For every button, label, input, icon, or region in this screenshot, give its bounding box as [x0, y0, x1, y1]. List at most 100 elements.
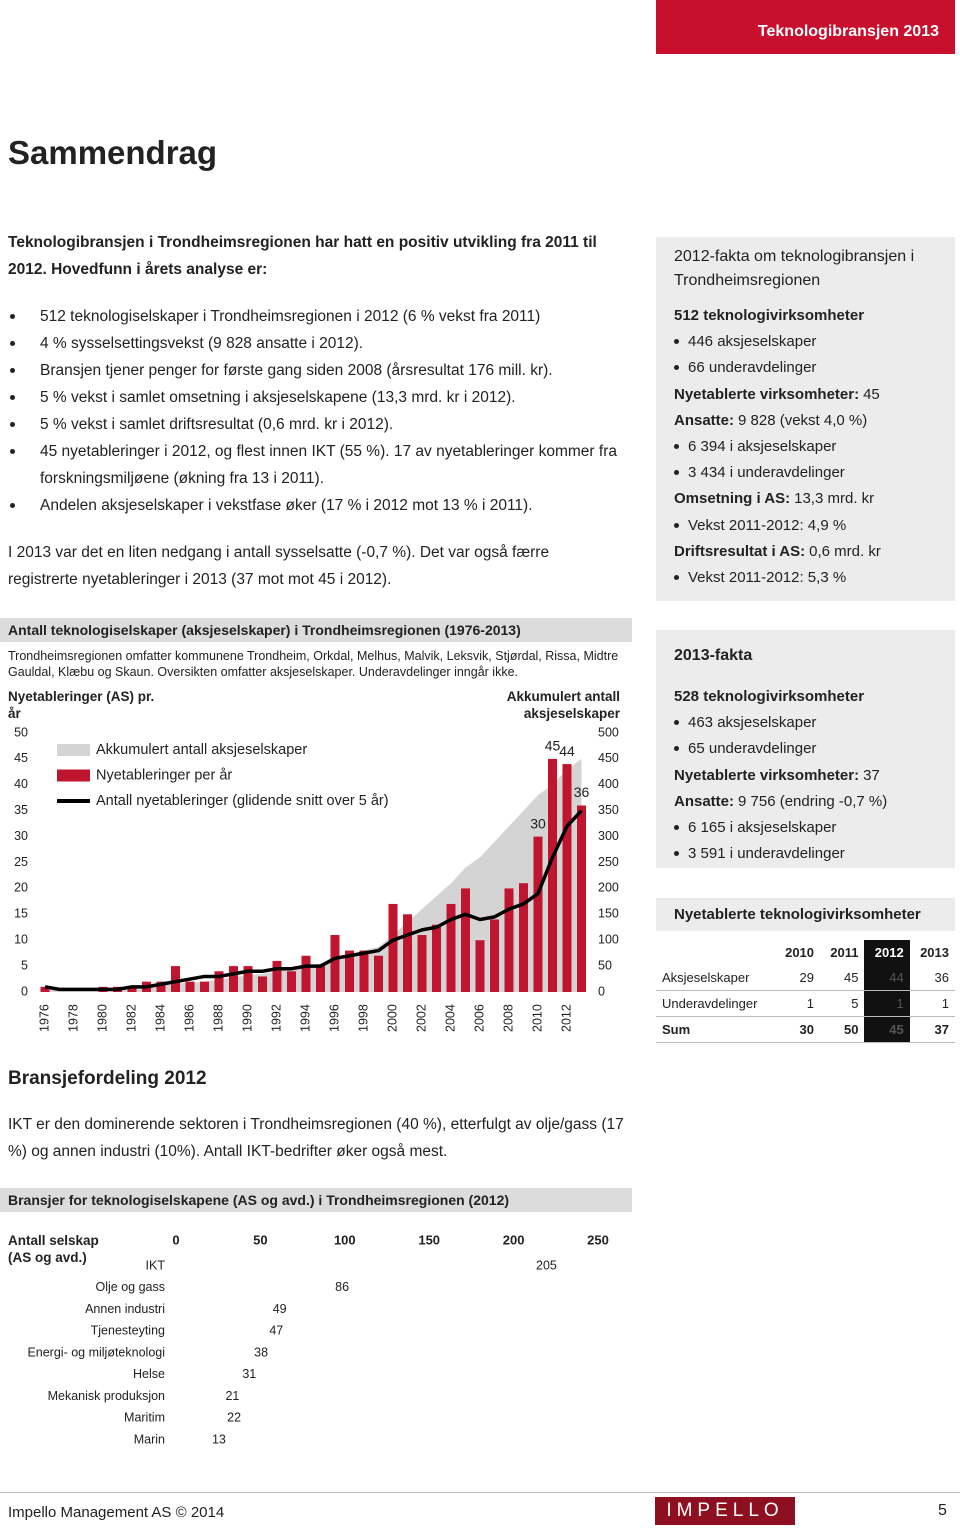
x-tick-label: 2008 [501, 1004, 515, 1032]
y-tick-label: 35 [14, 803, 28, 817]
bar [185, 981, 195, 992]
paragraph: I 2013 var det en liten nedgang i antall… [8, 544, 550, 588]
chart-subtitle: Trondheimsregionen omfatter kommunene Tr… [8, 649, 619, 679]
bar [388, 903, 398, 992]
footer-logo: IMPELLO [655, 1497, 795, 1525]
bar [403, 914, 412, 992]
page-number: 5 [938, 1502, 947, 1519]
x-tick-label: 2002 [414, 1004, 428, 1032]
value-label: 205 [536, 1258, 557, 1272]
x-tick-label: 1986 [182, 1004, 196, 1032]
bullet-item: 512 teknologiselskaper i Trondheimsregio… [8, 303, 623, 330]
x-tick-label: 1982 [124, 1004, 138, 1032]
y-tick-label: 45 [14, 751, 28, 765]
legend-label: Akkumulert antall aksjeselskaper [96, 742, 307, 758]
table-cell: 50 [820, 1016, 865, 1043]
table-cell: 30 [774, 1016, 821, 1043]
x-tick-label: 200 [503, 1232, 525, 1247]
bar [176, 1367, 229, 1382]
data-table: 2010 2011 2012 2013 Aksjeselskaper 29 45 44 36 Un… [656, 940, 955, 1043]
y-tick-label: 15 [14, 907, 28, 921]
category-label: Annen industri [85, 1302, 165, 1316]
category-label: Marin [134, 1432, 165, 1446]
y2-tick-label: 400 [598, 777, 619, 791]
table-cell: 29 [774, 965, 821, 991]
x-tick-label: 1980 [95, 1004, 109, 1032]
fact-value: 0,6 mrd. kr [809, 542, 881, 560]
bar [490, 919, 499, 992]
x-tick-label: 1996 [327, 1004, 341, 1032]
category-label: Mekanisk produksjon [48, 1389, 165, 1403]
x-tick-label: 50 [253, 1232, 267, 1247]
bar [40, 986, 50, 992]
fact-label: Nyetablerte virksomheter: [674, 385, 860, 403]
x-tick-label: 1984 [153, 1004, 167, 1032]
table-cell: 1 [909, 990, 955, 1017]
fact-bullet: Vekst 2011-2012: 4,9 % [674, 513, 937, 539]
x-tick-label: 0 [172, 1232, 179, 1247]
bar [176, 1346, 241, 1360]
x-tick-label: 2010 [530, 1004, 544, 1032]
category-label: Olje og gass [96, 1280, 165, 1294]
table-cell: 37 [909, 1016, 955, 1043]
axis-title: Antall selskap (AS og avd.) [8, 1233, 99, 1265]
fact-bullet: 6 394 i aksjeselskaper [674, 434, 937, 460]
bar [176, 1324, 256, 1339]
chart: 0510152025303540455005010015020025030035… [14, 725, 619, 1032]
table-cell: 5 [820, 990, 865, 1017]
x-tick-label: 100 [334, 1232, 356, 1247]
bar [176, 1411, 214, 1426]
bar [359, 950, 369, 992]
bullet-item: 5 % vekst i samlet omsetning i aksjesels… [8, 384, 623, 411]
table-header-cell: 2011 [830, 945, 859, 960]
legend-swatch [57, 744, 90, 756]
table-row: Underavdelinger 1 5 1 1 [656, 990, 955, 1017]
bar [176, 1302, 259, 1317]
fact-bullet: 6 165 i aksjeselskaper [674, 815, 937, 841]
value-label: 38 [254, 1345, 268, 1359]
header-badge: Teknologibransjen 2013 [656, 0, 955, 54]
value-label: 31 [242, 1367, 256, 1381]
x-tick-label: 1992 [269, 1004, 283, 1032]
intro: Teknologibransjen i Trondheimsregionen h… [8, 234, 597, 278]
table-cell: Underavdelinger [656, 990, 775, 1017]
table-cell [656, 940, 775, 965]
y-axis-title: Nyetableringer (AS) pr. år [8, 689, 155, 721]
fact-line: Nyetablerte virksomheter: 45 [674, 382, 937, 408]
bar [417, 935, 427, 992]
table-header-cell: 2010 [785, 945, 815, 960]
category-label: Helse [133, 1367, 165, 1381]
y2-tick-label: 0 [598, 984, 605, 998]
x-tick-label: 1976 [37, 1004, 51, 1032]
x-tick-label: 2004 [443, 1004, 457, 1032]
value-label: 44 [559, 743, 575, 759]
legend-label: Antall nyetableringer (glidende snitt ov… [96, 793, 389, 809]
y-tick-label: 10 [14, 932, 28, 946]
bar [156, 981, 166, 992]
value-label: 86 [335, 1280, 349, 1294]
fact-label: Driftsresultat i AS: [674, 542, 806, 560]
table-row: Sum 30 50 45 37 [656, 1016, 955, 1043]
y2-tick-label: 350 [598, 803, 619, 817]
x-tick-label: 2012 [559, 1004, 573, 1032]
bullet-item: Bransjen tjener penger for første gang s… [8, 357, 623, 384]
bar [176, 1433, 198, 1447]
fact-bullet: 65 underavdelinger [674, 736, 937, 762]
facts-title: 2013-fakta [674, 647, 753, 664]
footer-rule [0, 1492, 960, 1493]
legend-swatch [57, 769, 90, 782]
bar [562, 764, 572, 992]
table-cell: Aksjeselskaper [656, 965, 775, 991]
fact-label: 528 teknologivirksomheter [674, 688, 865, 705]
fact-line: Ansatte: 9 756 (endring -0,7 %) [674, 789, 937, 815]
value-label: 30 [530, 815, 546, 831]
table-cell: 1 [774, 990, 821, 1017]
value-label: 21 [225, 1389, 239, 1403]
y2-tick-label: 300 [598, 829, 619, 843]
category-label: Energi- og miljøteknologi [27, 1345, 165, 1359]
y2-tick-label: 100 [598, 932, 619, 946]
fact-label: Omsetning i AS: [674, 490, 791, 508]
bar [176, 1280, 322, 1295]
fact-bullet: 3 434 i underavdelinger [674, 460, 937, 486]
facts-2012: 2012-fakta om teknologibransjen i Trondh… [656, 237, 955, 601]
